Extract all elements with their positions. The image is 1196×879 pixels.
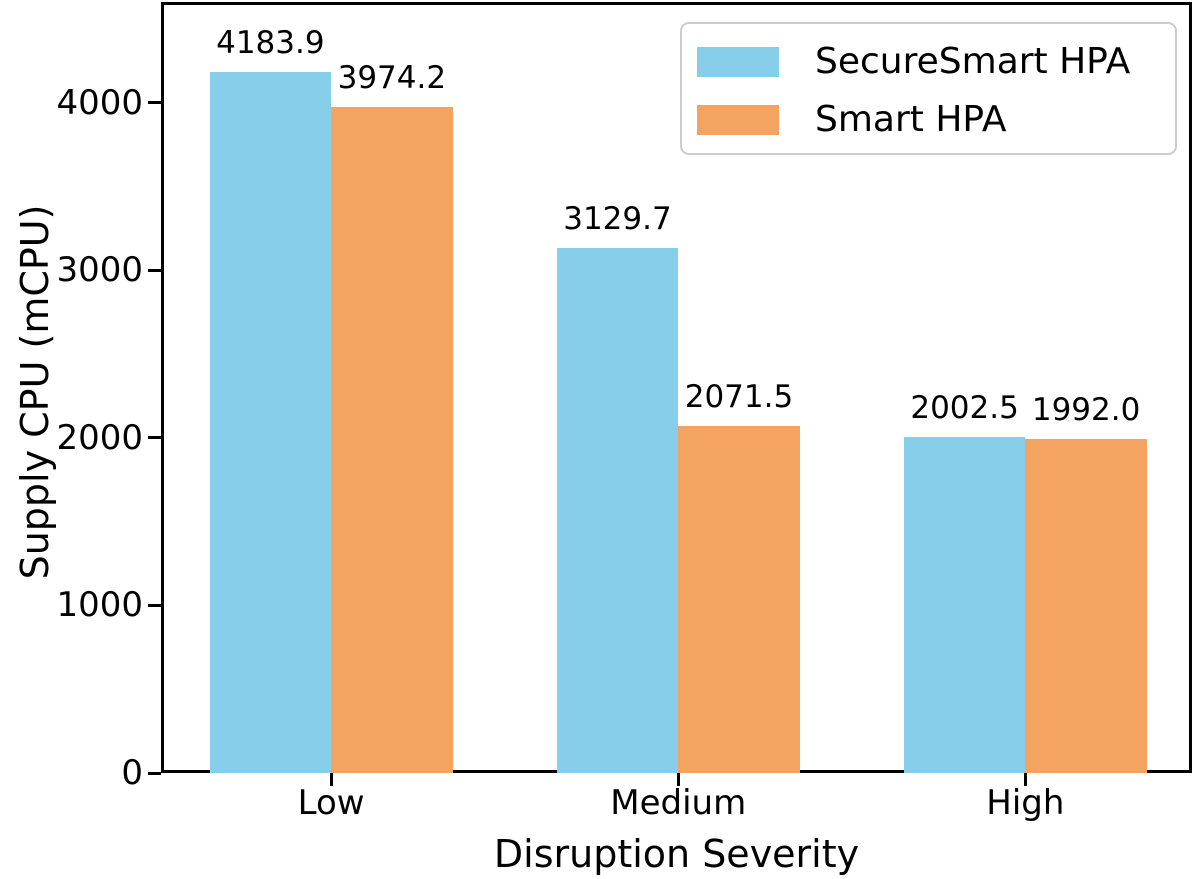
y-tick-label: 1000 [56, 585, 143, 626]
bar-value-label: 3129.7 [563, 201, 672, 238]
y-tick-label: 2000 [56, 417, 143, 458]
bar-smart-hpa-medium [678, 425, 800, 773]
legend-swatch-smart-hpa [697, 105, 779, 135]
bar-value-label: 1992.0 [1031, 392, 1141, 429]
x-tick-label-low: Low [297, 783, 365, 823]
x-tick-mark [676, 773, 680, 786]
x-tick-mark [1023, 773, 1027, 786]
legend-label: SecureSmart HPA [815, 41, 1131, 82]
x-tick-mark [329, 773, 333, 786]
y-tick-label: 4000 [56, 82, 143, 123]
legend-label: Smart HPA [815, 99, 1007, 140]
bar-smart-hpa-high [1025, 439, 1147, 773]
bar-securesmart-hpa-high [903, 437, 1026, 773]
x-axis-label: Disruption Severity [493, 832, 860, 876]
bar-value-label: 4183.9 [216, 24, 325, 61]
x-tick-label-medium: Medium [610, 783, 747, 823]
y-tick-mark [148, 603, 161, 607]
bar-value-label: 2002.5 [910, 390, 1019, 427]
legend-item: Smart HPA [697, 95, 1175, 145]
y-tick-label: 3000 [56, 250, 143, 291]
bar-securesmart-hpa-low [209, 71, 332, 773]
legend-item: SecureSmart HPA [697, 37, 1175, 87]
y-tick-mark [148, 101, 161, 105]
y-tick-mark [148, 268, 161, 272]
bar-value-label: 2071.5 [684, 378, 794, 415]
y-tick-label: 0 [121, 753, 143, 793]
legend: SecureSmart HPA Smart HPA [680, 22, 1177, 155]
y-tick-mark [148, 436, 161, 440]
bar-value-label: 3974.2 [337, 59, 447, 96]
x-tick-label-high: High [986, 783, 1065, 823]
y-tick-mark [148, 771, 161, 775]
bar-securesmart-hpa-medium [556, 248, 679, 773]
legend-swatch-securesmart-hpa [697, 47, 779, 77]
bar-smart-hpa-low [331, 106, 453, 773]
